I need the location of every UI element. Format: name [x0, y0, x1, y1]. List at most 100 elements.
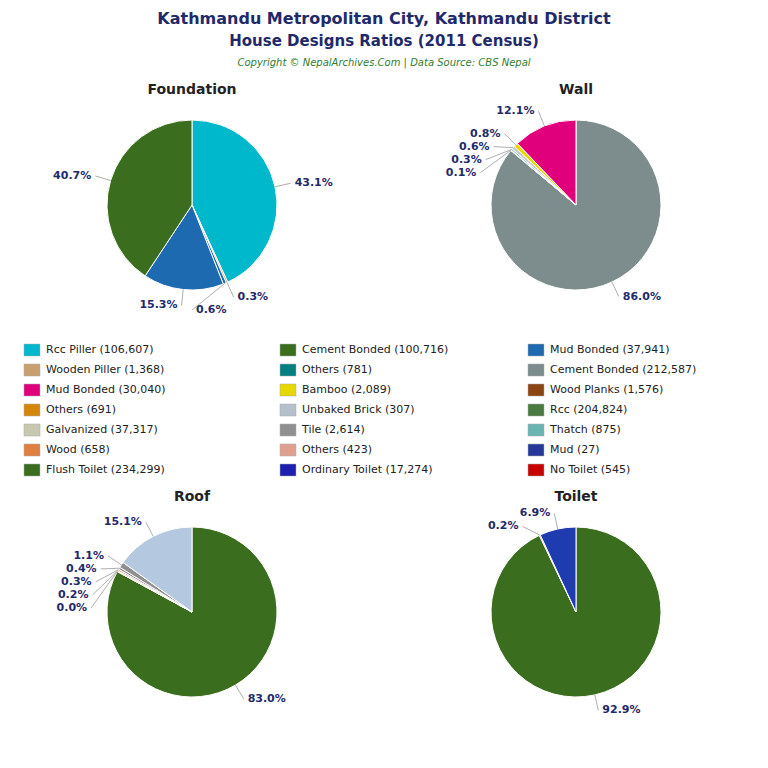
data-label: 83.0% [248, 692, 286, 705]
data-label: 12.1% [496, 104, 534, 117]
legend-label: Others (423) [302, 443, 372, 456]
data-label: 86.0% [623, 290, 661, 303]
leader-line [275, 183, 291, 186]
data-label: 92.9% [602, 703, 640, 716]
legend-swatch [24, 464, 40, 476]
leader-line [554, 513, 557, 529]
legend-label: Flush Toilet (234,299) [46, 463, 165, 476]
legend-label: Cement Bonded (212,587) [550, 363, 696, 376]
leader-line [92, 571, 117, 595]
annotation: Copyright © NepalArchives.Com | Data Sou… [237, 57, 530, 69]
leader-line [538, 111, 544, 126]
legend-swatch [528, 364, 544, 376]
data-label: 43.1% [295, 176, 333, 189]
pie-slice [107, 120, 192, 276]
legend-swatch [24, 384, 40, 396]
legend-label: Rcc (204,824) [550, 403, 627, 416]
legend-swatch [280, 444, 296, 456]
data-label: 0.4% [66, 562, 97, 575]
legend-label: Mud (27) [550, 443, 600, 456]
leader-line [486, 149, 512, 159]
legend-swatch [24, 364, 40, 376]
legend-swatch [24, 404, 40, 416]
legend-swatch [528, 424, 544, 436]
pie-slice [517, 120, 576, 205]
data-label: 6.9% [520, 506, 551, 519]
legend-label: Galvanized (37,317) [46, 423, 158, 436]
pie-slice [123, 527, 192, 612]
pie: Wall 86.0% 12.1% 0.8%0.6%0.3%0.1% [446, 81, 661, 303]
data-label: 0.1% [446, 166, 477, 179]
leader-line [612, 282, 619, 296]
leader-line [182, 290, 184, 306]
data-label: 0.6% [459, 140, 490, 153]
leader-line [227, 282, 234, 297]
data-label: 0.0% [57, 601, 88, 614]
legend-swatch [528, 404, 544, 416]
legend-label: Cement Bonded (100,716) [302, 343, 448, 356]
legend-label: Mud Bonded (37,941) [550, 343, 670, 356]
legend-label: Mud Bonded (30,040) [46, 383, 166, 396]
legend-label: Others (781) [302, 363, 372, 376]
leader-line [480, 150, 511, 172]
legend-swatch [280, 384, 296, 396]
legend: Rcc Piller (106,607) Wooden Piller (1,368… [24, 343, 696, 476]
data-label: 0.3% [61, 575, 92, 588]
leader-line [595, 695, 599, 711]
legend-swatch [528, 464, 544, 476]
leader-line [235, 685, 243, 699]
legend-label: Tile (2,614) [301, 423, 365, 436]
legend-swatch [280, 344, 296, 356]
legend-label: Others (691) [46, 403, 116, 416]
legend-swatch [24, 424, 40, 436]
legend-swatch [280, 364, 296, 376]
data-label: 1.1% [73, 549, 104, 562]
legend-label: Rcc Piller (106,607) [46, 343, 154, 356]
legend-swatch [24, 344, 40, 356]
legend-swatch [24, 444, 40, 456]
data-label: 40.7% [53, 169, 91, 182]
pie-slice [540, 527, 576, 612]
legend-swatch [280, 464, 296, 476]
pie-title: Toilet [554, 488, 597, 504]
leader-line [101, 568, 120, 570]
chart: Kathmandu Metropolitan City, Kathmandu D… [0, 0, 768, 768]
legend-swatch [528, 384, 544, 396]
title: Kathmandu Metropolitan City, Kathmandu D… [157, 9, 611, 28]
pie-title: Foundation [147, 81, 236, 97]
legend-swatch [528, 344, 544, 356]
data-label: 0.8% [470, 127, 501, 140]
legend-label: Bamboo (2,089) [302, 383, 391, 396]
data-label: 0.6% [196, 303, 227, 316]
subtitle: House Designs Ratios (2011 Census) [229, 32, 539, 50]
legend-swatch [528, 444, 544, 456]
leader-line [505, 134, 516, 145]
legend-swatch [280, 424, 296, 436]
pie-slice [491, 527, 661, 697]
legend-label: Ordinary Toilet (17,274) [302, 463, 433, 476]
legend-label: No Toilet (545) [550, 463, 630, 476]
data-label: 0.3% [451, 153, 482, 166]
leader-line [494, 147, 514, 148]
pie-slice [491, 120, 661, 290]
pie: Toilet 92.9% 6.9%0.2% [488, 488, 661, 716]
data-label: 0.2% [488, 519, 519, 532]
legend-label: Wood Planks (1,576) [550, 383, 663, 396]
pie: Roof 83.0% 15.1% 1.1%0.4%0.3%0.2%0.0% [57, 488, 286, 705]
leader-line [522, 526, 539, 535]
legend-swatch [280, 404, 296, 416]
data-label: 15.1% [104, 515, 142, 528]
data-label: 0.2% [58, 588, 89, 601]
leader-line [108, 556, 121, 565]
data-label: 15.3% [139, 298, 177, 311]
legend-label: Wooden Piller (1,368) [46, 363, 164, 376]
pie-title: Roof [174, 488, 211, 504]
legend-label: Unbaked Brick (307) [302, 403, 415, 416]
leader-line [96, 570, 119, 582]
leader-line [91, 571, 117, 608]
pie-slice [107, 527, 277, 697]
pie: Foundation43.1%0.3%0.6%40.7%15.3% [53, 81, 333, 316]
legend-label: Wood (658) [46, 443, 110, 456]
leader-line [146, 522, 153, 536]
pie-title: Wall [559, 81, 593, 97]
